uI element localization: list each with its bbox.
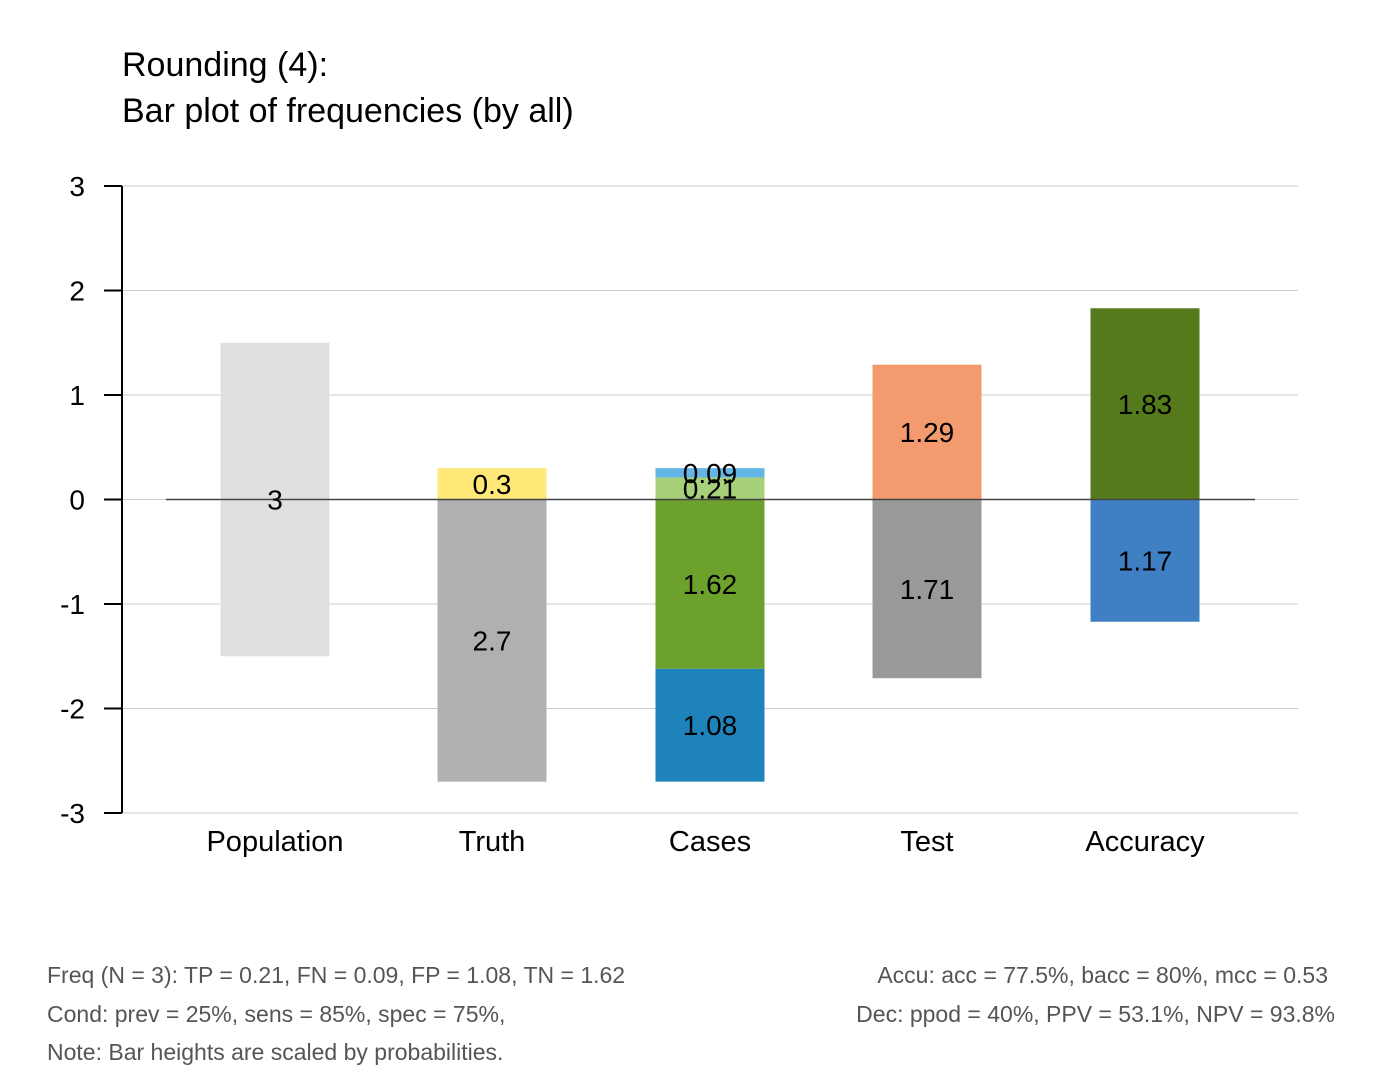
footer-note: Note: Bar heights are scaled by probabil… [47,1039,503,1065]
bar-value-label: 1.08 [683,710,738,741]
x-axis-labels: Population Truth Cases Test Accuracy [206,826,1205,858]
bar-segment [872,364,982,500]
y-tick-label: 1 [69,380,85,411]
bar-segment [1090,308,1200,500]
bar-segment [655,477,765,500]
bar-value-label: 1.62 [683,569,738,600]
bar-segment [655,668,765,782]
footer-freq: Freq (N = 3): TP = 0.21, FN = 0.09, FP =… [47,962,625,988]
bar-segment [437,468,547,500]
bar-value-label: 0.21 [683,474,738,505]
bar-segment [655,499,765,669]
y-tick-label: -1 [60,589,85,620]
bar-value-label: 2.7 [473,626,512,657]
bar-segment [437,499,547,782]
x-category-label: Cases [669,826,751,858]
x-category-label: Accuracy [1085,826,1205,858]
bar-segment [1090,499,1200,622]
footer-accu: Accu: acc = 77.5%, bacc = 80%, mcc = 0.5… [877,962,1328,988]
bar-segment [872,499,982,679]
bars [220,308,1200,782]
y-tick-label: 0 [69,485,85,516]
bar-value-label: 0.3 [473,469,512,500]
bar-value-label: 1.71 [900,574,955,605]
bar-value-label: 1.17 [1118,546,1173,577]
chart-title: Rounding (4): [122,46,328,84]
y-tick-label: -3 [60,798,85,829]
bar-segment [655,468,765,478]
y-axis: 3 2 1 0 -1 -2 -3 [60,171,123,829]
footer-dec: Dec: ppod = 40%, PPV = 53.1%, NPV = 93.8… [856,1001,1335,1027]
chart-subtitle: Bar plot of frequencies (by all) [122,92,574,130]
x-category-label: Population [206,826,343,858]
x-category-label: Truth [459,826,526,858]
bar-value-label: 1.29 [900,417,955,448]
x-category-label: Test [900,826,953,858]
y-tick-label: 2 [69,276,85,307]
bar-value-label: 0.09 [683,458,738,489]
y-tick-label: -2 [60,694,85,725]
bar-value-label: 1.83 [1118,389,1173,420]
bar-value-label: 3 [267,485,283,516]
y-tick-label: 3 [69,171,85,202]
footer-cond: Cond: prev = 25%, sens = 85%, spec = 75%… [47,1001,505,1027]
bar-labels: 3 0.3 2.7 0.090.21 1.62 1.08 1.29 1.71 1.83 1.17 [267,389,1172,741]
